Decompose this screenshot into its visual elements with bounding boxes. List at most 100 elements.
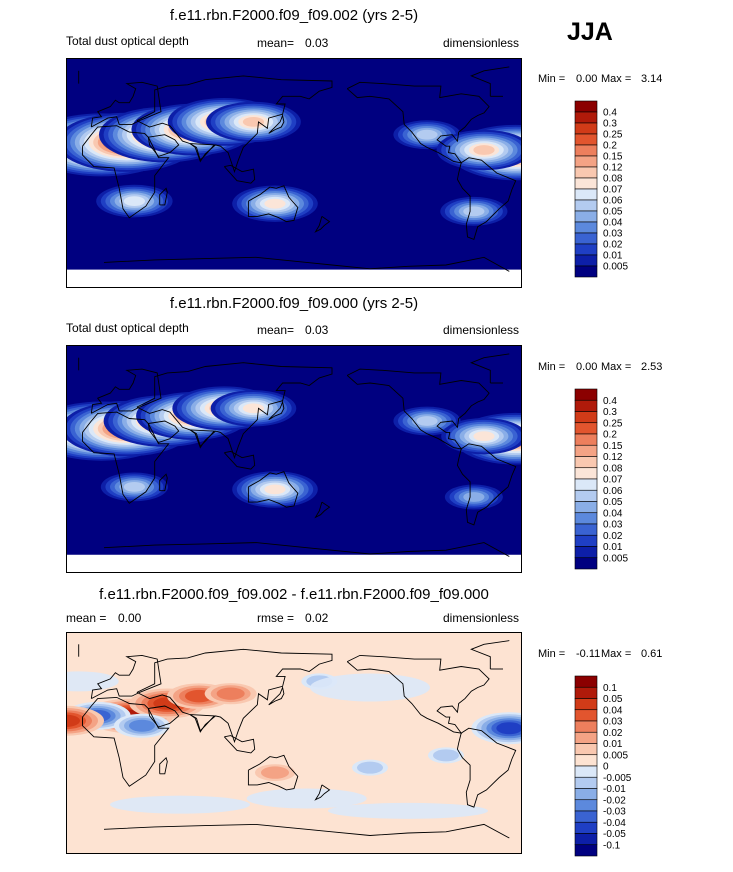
dust-plume [255, 764, 295, 781]
colorbar-swatch [574, 444, 598, 457]
coastline-antarctica [331, 823, 510, 839]
panel-1-mean-label: mean= [257, 36, 295, 50]
colorbar-swatch [574, 422, 598, 435]
contour-level [463, 206, 485, 217]
colorbar-tick-label: 0.2 [603, 141, 617, 152]
coastline-australia [247, 754, 299, 791]
contour-level [473, 145, 495, 155]
coastline-australia [247, 185, 299, 223]
colorbar-tick-label: 0.05 [603, 497, 623, 508]
dust-plume [428, 747, 464, 764]
contour-level [216, 687, 245, 700]
colorbar-swatch [574, 232, 598, 245]
coastline-europe [90, 654, 162, 699]
colorbar-swatch [574, 210, 598, 223]
dust-plume [441, 418, 522, 455]
coastline-samerica [456, 727, 517, 808]
panel-2-colorbar: 0.40.30.250.20.150.120.080.070.060.050.0… [574, 388, 628, 570]
colorbar-tick-label: 0.03 [603, 717, 623, 728]
colorbar-swatch [574, 788, 598, 801]
colorbar-tick-label: 0.15 [603, 441, 623, 452]
coastline-australia [247, 471, 299, 508]
colorbar-swatch [574, 478, 598, 491]
coastline-samerica [456, 443, 517, 526]
colorbar-swatch [574, 489, 598, 502]
coastline-japan [268, 685, 285, 706]
colorbar-tick-label: 0.04 [603, 705, 623, 716]
colorbar-swatch [574, 144, 598, 157]
colorbar-tick-label: 0.005 [603, 262, 628, 273]
colorbar-tick-label: 0.06 [603, 486, 623, 497]
colorbar-swatch [574, 111, 598, 124]
coastline-europe [90, 81, 162, 128]
panel-2-title: f.e11.rbn.F2000.f09_f09.000 (yrs 2-5) [169, 295, 419, 312]
coastline-antarctica [331, 542, 510, 557]
colorbar-swatch [574, 686, 598, 699]
coastline-namerica [346, 81, 490, 164]
panel-3-rmse-value: 0.02 [305, 611, 329, 625]
panel-3-map [66, 632, 522, 854]
colorbar-tick-label: 0.06 [603, 196, 623, 207]
coastline-asia [136, 362, 333, 460]
dust-plume [232, 185, 318, 222]
colorbar-tick-label: 0.08 [603, 463, 623, 474]
negative-anomaly-region [328, 802, 488, 819]
dust-plume [440, 196, 508, 226]
colorbar-tick-label: 0.04 [603, 218, 623, 229]
panel-2-min-value: 0.00 [576, 361, 598, 373]
colorbar-tick-label: 0.005 [603, 750, 628, 761]
contour-level [433, 749, 459, 762]
coastline-india [189, 143, 216, 162]
panel-1-units: dimensionless [443, 36, 520, 50]
contour-level [66, 714, 80, 727]
colorbar-swatch [574, 675, 598, 688]
coastline-namerica [346, 654, 490, 734]
colorbar-tick-label: 0.02 [603, 240, 623, 251]
panel-3-rmse-label: rmse = [257, 611, 295, 625]
colorbar-tick-label: 0.07 [603, 475, 623, 486]
colorbar-tick-label: 0.25 [603, 418, 623, 429]
colorbar-swatch [574, 523, 598, 536]
colorbar-swatch [574, 534, 598, 547]
coastline-seasia_islands [223, 735, 256, 754]
colorbar-tick-label: -0.05 [603, 829, 626, 840]
colorbar-swatch [574, 810, 598, 823]
coastline-seasia_islands [223, 450, 256, 470]
colorbar-tick-label: 0.3 [603, 119, 617, 130]
contour-level [242, 116, 265, 127]
panel-1-max-label: Max = [601, 73, 632, 85]
coastline-samerica [456, 157, 517, 240]
coastline-africa [82, 696, 170, 787]
colorbar-swatch [574, 720, 598, 733]
panel-1-mean-value: 0.03 [305, 36, 329, 50]
dust-plume [66, 705, 104, 736]
colorbar-tick-label: 0.25 [603, 130, 623, 141]
coastline-africa [82, 411, 170, 504]
panel-2-max-label: Max = [601, 361, 632, 373]
colorbar-swatch [574, 765, 598, 778]
dust-plume [444, 484, 503, 510]
colorbar-tick-label: -0.1 [603, 840, 621, 851]
dust-plume [206, 101, 301, 142]
coastline-greenland [470, 353, 510, 383]
negative-anomaly-region [110, 795, 250, 814]
colorbar-swatch [574, 754, 598, 767]
colorbar-swatch [574, 100, 598, 113]
contour-level [416, 129, 438, 140]
panel-1-max-value: 3.14 [641, 73, 663, 85]
contour-level [129, 719, 155, 732]
colorbar-swatch [574, 399, 598, 412]
contour-level [473, 431, 495, 442]
colorbar-swatch [574, 776, 598, 789]
colorbar-swatch [574, 166, 598, 179]
colorbar-swatch [574, 743, 598, 756]
colorbar-tick-label: -0.02 [603, 795, 626, 806]
panel-3-title: f.e11.rbn.F2000.f09_f09.002 - f.e11.rbn.… [99, 586, 489, 603]
contour-level [264, 198, 286, 209]
colorbar-tick-label: 0.12 [603, 452, 623, 463]
contour-level [416, 416, 438, 426]
panel-3-max-value: 0.61 [641, 648, 663, 660]
colorbar-swatch [574, 844, 598, 857]
colorbar-swatch [574, 833, 598, 846]
panel-3-min-value: -0.11 [576, 648, 601, 660]
